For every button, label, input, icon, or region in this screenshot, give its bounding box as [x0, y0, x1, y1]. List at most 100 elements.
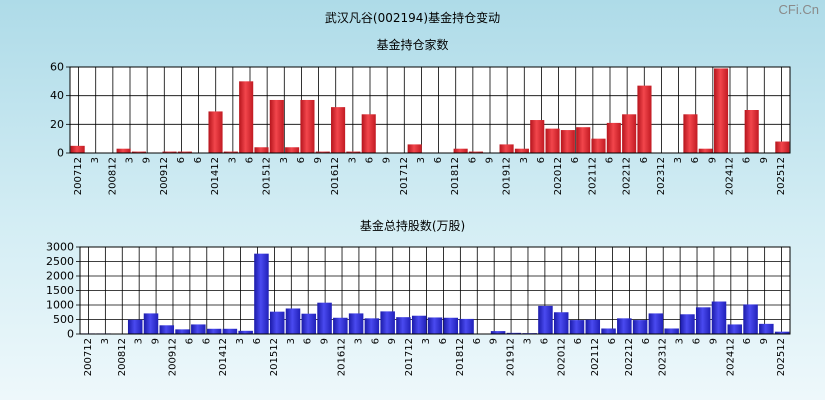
x-tick-label: 201512 — [262, 157, 273, 195]
x-tick-label: 9 — [142, 157, 153, 163]
bar — [301, 313, 317, 334]
x-tick-label: 202112 — [587, 157, 598, 195]
x-tick-label: 201612 — [337, 338, 348, 376]
x-tick-label: 202112 — [590, 338, 601, 376]
x-tick-label: 3 — [416, 157, 427, 163]
x-tick-label: 6 — [536, 157, 547, 163]
bar — [131, 151, 146, 153]
bar — [468, 151, 484, 153]
x-tick-label: 9 — [320, 338, 331, 344]
x-tick-label: 6 — [193, 157, 204, 163]
bar — [317, 302, 332, 334]
x-tick-label: 202412 — [725, 157, 736, 195]
bar — [727, 324, 743, 334]
bar — [775, 141, 790, 153]
x-tick-label: 6 — [296, 157, 307, 163]
x-tick-label: 202312 — [658, 338, 669, 376]
x-tick-label: 202512 — [776, 338, 787, 376]
bar — [191, 324, 206, 334]
x-tick-label: 9 — [759, 338, 770, 344]
bar — [162, 151, 177, 153]
plot-area — [70, 67, 790, 153]
x-tick-label: 9 — [489, 338, 500, 344]
bar — [254, 253, 269, 334]
y-tick-label: 2500 — [46, 255, 74, 268]
bar — [632, 320, 648, 334]
x-tick-label: 9 — [485, 157, 496, 163]
x-tick-label: 200712 — [83, 338, 94, 376]
bar — [744, 110, 759, 153]
bar — [396, 317, 411, 334]
x-tick-label: 201812 — [455, 338, 466, 376]
x-tick-label: 200912 — [167, 338, 178, 376]
y-tick-label: 20 — [50, 118, 64, 131]
bar — [545, 128, 560, 153]
x-tick-label: 9 — [707, 157, 718, 163]
x-tick-label: 6 — [570, 157, 581, 163]
bar — [285, 147, 300, 153]
x-tick-label: 201412 — [218, 338, 229, 376]
bar — [514, 148, 529, 153]
bar — [300, 99, 315, 153]
x-tick-label: 3 — [235, 338, 246, 344]
x-tick-label: 201912 — [506, 338, 517, 376]
bar — [553, 312, 569, 334]
top-chart-title: 基金持仓家数 — [376, 38, 449, 52]
x-tick-label: 201712 — [404, 338, 415, 376]
bar — [560, 130, 575, 153]
bottom-chart-title: 基金总持股数(万股) — [359, 219, 466, 233]
bar — [698, 148, 713, 153]
x-tick-label: 6 — [438, 338, 449, 344]
y-tick-label: 500 — [53, 313, 74, 326]
bar — [206, 328, 222, 334]
bar — [177, 151, 192, 153]
bar — [443, 317, 459, 334]
bar — [538, 305, 553, 334]
bar — [506, 332, 522, 334]
watermark: CFi.Cn — [778, 2, 819, 17]
x-tick-label: 6 — [303, 338, 314, 344]
x-tick-label: 6 — [176, 157, 187, 163]
bar — [127, 319, 143, 334]
bar — [411, 315, 427, 334]
x-tick-label: 9 — [708, 338, 719, 344]
bar — [743, 304, 758, 334]
bar — [143, 313, 159, 334]
bar — [490, 331, 506, 334]
x-tick-label: 6 — [742, 157, 753, 163]
x-tick-label: 3 — [100, 338, 111, 344]
bar — [606, 122, 621, 153]
y-tick-label: 1500 — [46, 284, 74, 297]
bar — [331, 107, 346, 153]
bar — [208, 111, 223, 153]
x-tick-label: 3 — [134, 338, 145, 344]
x-tick-label: 201612 — [330, 157, 341, 195]
bar — [238, 330, 253, 334]
x-tick-label: 6 — [201, 338, 212, 344]
total-shares-chart: 200712 3 200812 3 9 200912 6 6 201412 3 6 201512 3 6 9… — [46, 241, 791, 376]
x-tick-label: 200912 — [159, 157, 170, 195]
bar — [637, 85, 652, 153]
x-tick-label: 200812 — [107, 157, 118, 195]
x-tick-label: 202012 — [556, 338, 567, 376]
x-tick-label: 9 — [387, 338, 398, 344]
x-tick-label: 3 — [519, 157, 530, 163]
bar — [254, 147, 269, 153]
y-tick-label: 0 — [57, 147, 64, 160]
bar — [175, 329, 190, 334]
x-tick-label: 6 — [433, 157, 444, 163]
x-tick-label: 6 — [539, 338, 550, 344]
bar — [269, 311, 285, 334]
y-tick-label: 3000 — [46, 241, 74, 254]
bar — [315, 151, 330, 153]
x-tick-label: 202312 — [656, 157, 667, 195]
x-tick-label: 202512 — [776, 157, 787, 195]
x-tick-label: 6 — [690, 157, 701, 163]
x-tick-label: 3 — [227, 157, 238, 163]
x-tick-label: 9 — [313, 157, 324, 163]
x-tick-label: 3 — [673, 157, 684, 163]
bar — [269, 99, 284, 153]
bar — [622, 114, 637, 153]
x-tick-label: 200812 — [117, 338, 128, 376]
